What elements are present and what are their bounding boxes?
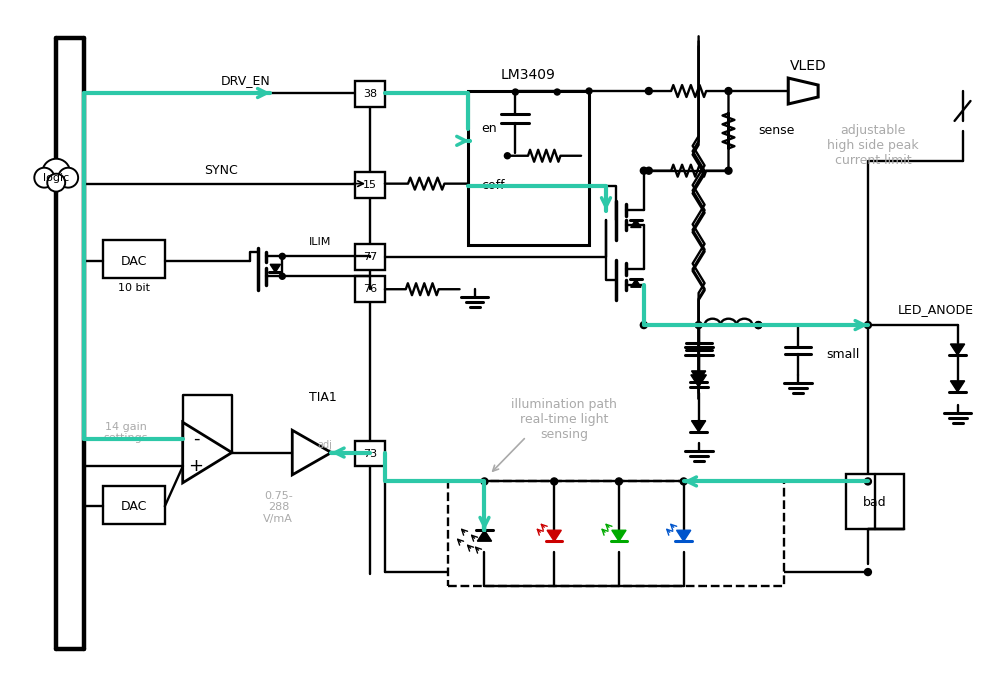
Text: DAC: DAC [120,500,147,513]
Circle shape [555,89,561,95]
Bar [447,482,784,586]
Bar [355,172,385,197]
Circle shape [512,89,518,95]
Bar [103,486,165,524]
Circle shape [504,153,510,159]
Bar [467,91,589,245]
Polygon shape [547,530,562,541]
Text: LED_ANODE: LED_ANODE [898,303,974,316]
Bar [846,475,904,530]
Text: -: - [193,429,199,447]
Text: ILIM: ILIM [309,238,331,247]
Polygon shape [950,344,964,355]
Text: 15: 15 [363,179,377,190]
Polygon shape [692,421,706,432]
Text: sense: sense [758,125,795,138]
Circle shape [481,478,488,485]
Polygon shape [630,279,641,287]
Circle shape [615,478,622,485]
Circle shape [865,478,872,485]
Text: adj: adj [318,440,333,449]
Polygon shape [477,530,492,541]
Circle shape [680,478,687,485]
Text: 38: 38 [363,89,377,99]
Circle shape [725,167,732,174]
Circle shape [725,88,732,95]
Circle shape [551,478,558,485]
Text: VLED: VLED [790,59,827,73]
Text: 14 gain
settings: 14 gain settings [103,422,148,443]
Text: TIA1: TIA1 [309,391,337,404]
Text: 10 bit: 10 bit [118,283,150,293]
Circle shape [640,167,647,174]
Circle shape [640,321,647,329]
Polygon shape [292,430,331,475]
Circle shape [645,88,652,95]
Polygon shape [677,530,691,541]
Polygon shape [630,219,641,227]
Bar [355,276,385,302]
Circle shape [754,321,761,329]
Text: small: small [826,349,860,362]
Circle shape [865,321,872,329]
Text: illumination path
real-time light
sensing: illumination path real-time light sensin… [511,398,617,441]
Text: logic: logic [43,173,70,183]
Circle shape [48,174,66,192]
Polygon shape [270,264,280,272]
Text: en: en [481,123,497,136]
Circle shape [46,166,68,188]
Polygon shape [183,422,232,483]
Text: DAC: DAC [120,255,147,268]
Polygon shape [691,375,707,387]
Polygon shape [692,371,706,382]
Text: 0.75-
288
V/mA: 0.75- 288 V/mA [263,490,293,524]
Bar [355,440,385,466]
Text: LM3409: LM3409 [501,68,556,82]
Text: 76: 76 [363,284,377,295]
Text: adjustable
high side peak
current limit: adjustable high side peak current limit [827,124,918,167]
Text: bad: bad [863,496,887,509]
Bar [355,81,385,107]
Circle shape [865,569,872,575]
Text: 77: 77 [363,252,377,262]
Circle shape [43,159,71,186]
Circle shape [279,273,285,279]
Polygon shape [788,78,818,104]
Circle shape [586,88,592,94]
Polygon shape [612,530,626,541]
Text: 73: 73 [363,449,377,458]
Circle shape [279,253,285,260]
Polygon shape [950,381,964,392]
Circle shape [59,168,79,188]
Text: SYNC: SYNC [204,164,238,177]
Circle shape [645,167,652,174]
Text: +: + [189,458,204,475]
Circle shape [754,321,761,329]
Text: coff: coff [481,179,505,192]
Bar [355,245,385,271]
Circle shape [695,321,702,329]
Text: DRV_EN: DRV_EN [221,73,270,86]
Circle shape [35,168,55,188]
Bar [103,240,165,278]
